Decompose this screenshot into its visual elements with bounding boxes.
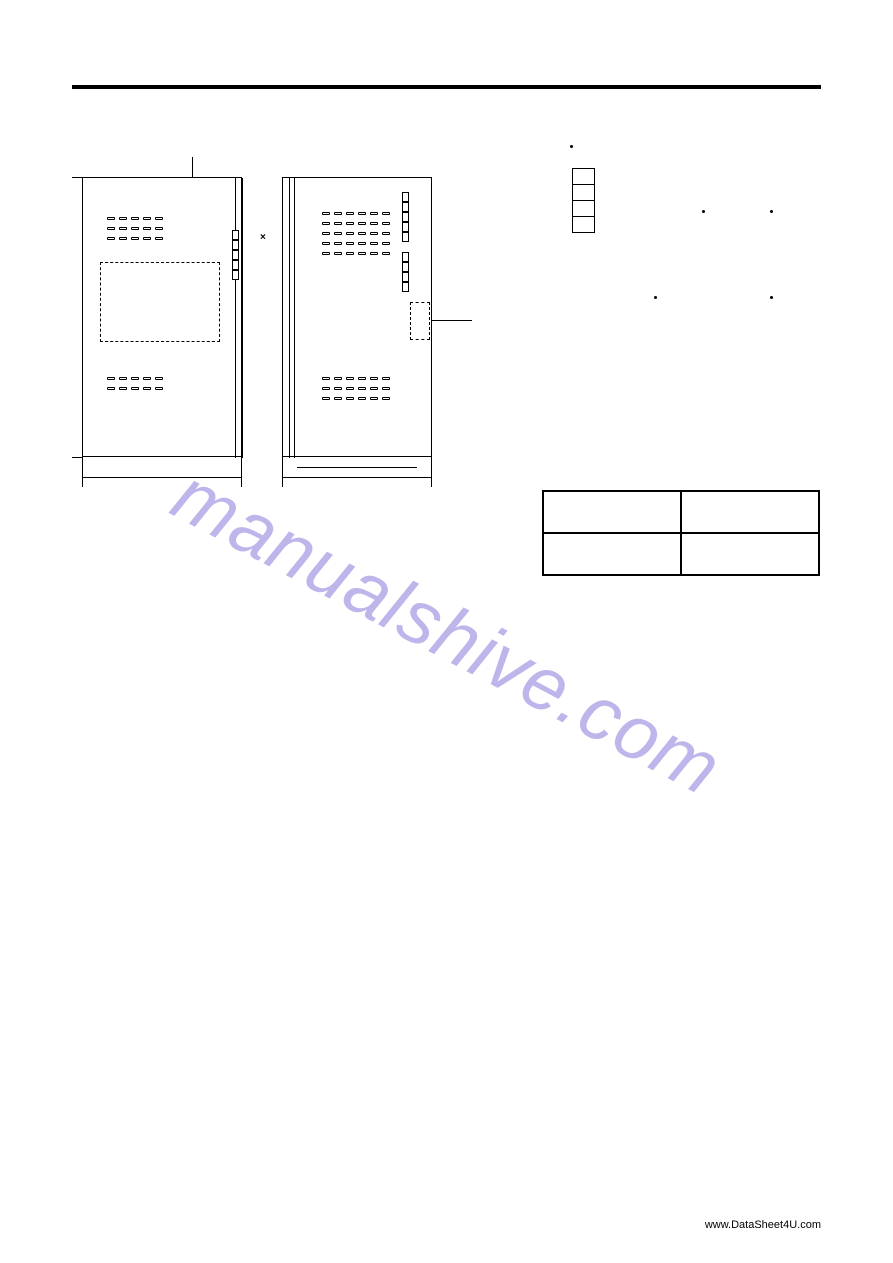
side-terminals-mid bbox=[402, 252, 409, 292]
spec-table-cell bbox=[681, 533, 819, 575]
bullet-dot bbox=[770, 210, 773, 213]
side-terminals-top bbox=[402, 192, 409, 242]
bullet-dot bbox=[702, 210, 705, 213]
ext-line bbox=[82, 457, 83, 487]
spec-table-cell bbox=[681, 491, 819, 533]
vent-row bbox=[107, 217, 163, 220]
front-view-dashed-region bbox=[100, 262, 220, 342]
small-pin-table bbox=[572, 168, 595, 233]
bullet-dot bbox=[654, 296, 657, 299]
vent-row bbox=[322, 397, 390, 400]
ext-line bbox=[431, 457, 432, 487]
leader-front-top bbox=[192, 157, 193, 177]
vent-row bbox=[322, 252, 390, 255]
page-root: × bbox=[0, 0, 893, 1263]
vent-row bbox=[107, 237, 163, 240]
vent-row bbox=[107, 377, 163, 380]
front-terminals bbox=[232, 230, 239, 280]
dim-line bbox=[82, 477, 242, 478]
side-view-cover-seam bbox=[289, 178, 295, 458]
vent-row bbox=[322, 377, 390, 380]
vent-row bbox=[322, 232, 390, 235]
ext-line bbox=[72, 457, 82, 458]
leader-side-right bbox=[432, 320, 472, 321]
ext-line bbox=[282, 457, 283, 487]
technical-drawing: × bbox=[72, 152, 472, 492]
spec-table bbox=[542, 490, 820, 576]
vent-row bbox=[107, 227, 163, 230]
small-table-cell bbox=[573, 185, 595, 201]
dim-line bbox=[282, 477, 432, 478]
header-rule bbox=[72, 85, 821, 89]
small-table-cell bbox=[573, 217, 595, 233]
dim-line bbox=[297, 467, 417, 468]
vent-row bbox=[322, 222, 390, 225]
cross-mark: × bbox=[260, 232, 266, 243]
vent-row bbox=[322, 242, 390, 245]
bullet-dot bbox=[570, 145, 573, 148]
small-table-cell bbox=[573, 169, 595, 185]
ext-line bbox=[282, 437, 283, 457]
footer-source-link[interactable]: www.DataSheet4U.com bbox=[705, 1219, 821, 1231]
small-table-cell bbox=[573, 201, 595, 217]
front-view-flange bbox=[235, 178, 243, 458]
spec-table-cell bbox=[543, 491, 681, 533]
bullet-dot bbox=[770, 296, 773, 299]
ext-line bbox=[72, 177, 82, 178]
vent-row bbox=[322, 387, 390, 390]
ext-line bbox=[241, 457, 242, 487]
side-view-dashed-region bbox=[410, 302, 430, 340]
spec-table-cell bbox=[543, 533, 681, 575]
vent-row bbox=[322, 212, 390, 215]
vent-row bbox=[107, 387, 163, 390]
